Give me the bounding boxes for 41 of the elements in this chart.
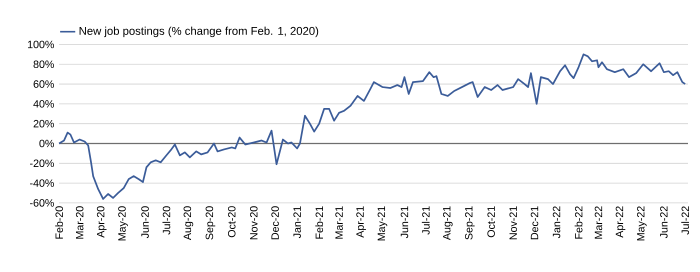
- x-tick-label: Nov-21: [509, 206, 517, 240]
- x-tick-label: Apr-21: [356, 206, 366, 238]
- y-tick-label: 0%: [39, 140, 54, 148]
- x-tick-label: Sep-20: [206, 206, 216, 240]
- x-tick-label: Feb-22: [574, 206, 582, 239]
- y-tick-label: 80%: [34, 60, 54, 68]
- x-tick-label: Jan-21: [293, 206, 301, 238]
- x-tick-label: Jul-20: [162, 206, 170, 235]
- x-tick-label: Jul-21: [422, 206, 430, 235]
- line-series: [58, 53, 686, 200]
- x-tick-label: Jun-22: [660, 206, 668, 238]
- x-tick-label: Mar-21: [335, 206, 343, 239]
- x-tick-label: May-22: [637, 206, 647, 240]
- x-tick-label: Jun-20: [141, 206, 149, 238]
- x-tick-label: Dec-20: [271, 206, 279, 240]
- x-tick-label: Apr-22: [616, 206, 626, 238]
- x-tick-label: Mar-20: [76, 206, 84, 239]
- x-tick-label: Nov-20: [250, 206, 258, 240]
- y-tick-label: 20%: [34, 120, 54, 128]
- y-tick-label: 100%: [28, 40, 54, 48]
- x-tick-label: Feb-21: [315, 206, 324, 239]
- x-tick-label: Jun-21: [400, 206, 408, 238]
- x-tick-label: May-21: [378, 206, 388, 240]
- y-tick-label: 60%: [34, 80, 54, 88]
- legend-label: New job postings (% change from Feb. 1, 2020): [80, 26, 318, 38]
- y-tick-label: -60%: [30, 199, 54, 207]
- y-tick-label: 40%: [33, 100, 54, 108]
- x-tick-label: Oct-20: [228, 206, 236, 238]
- y-tick-label: -20%: [30, 160, 54, 168]
- x-tick-label: Apr-20: [96, 206, 107, 238]
- x-tick-label: Jan-22: [552, 206, 560, 238]
- y-tick-label: -40%: [30, 179, 54, 187]
- x-tick-label: May-20: [118, 206, 128, 240]
- x-tick-label: Mar-22: [594, 206, 602, 239]
- x-tick-label: Oct-21: [487, 206, 495, 238]
- x-tick-label: Feb-20: [55, 206, 63, 239]
- x-tick-label: Jul-22: [681, 206, 690, 235]
- x-tick-label: Aug-20: [184, 206, 194, 240]
- x-tick-label: Sep-21: [465, 206, 475, 240]
- x-tick-label: Aug-21: [442, 206, 453, 240]
- x-tick-label: Dec-21: [530, 206, 538, 240]
